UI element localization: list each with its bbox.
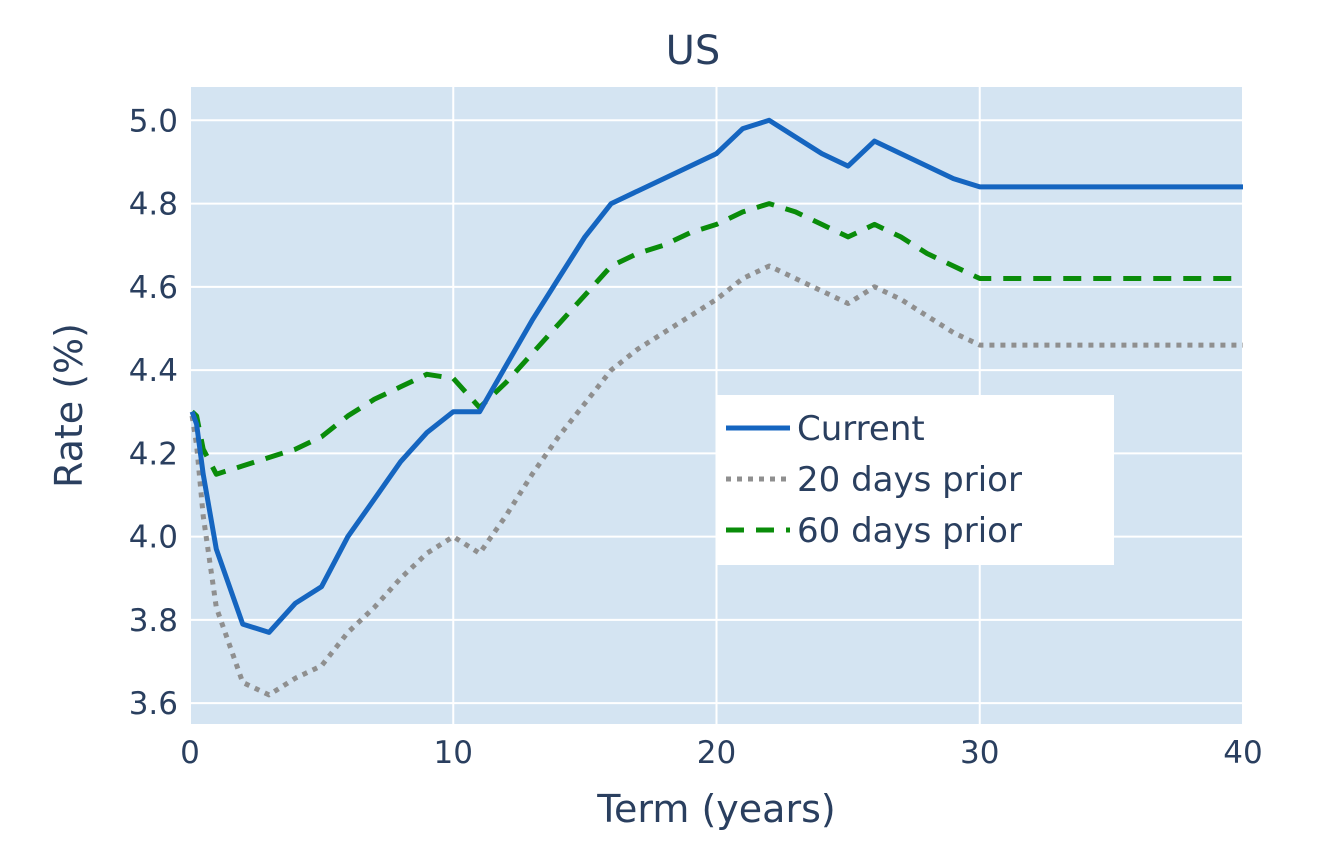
legend-label: Current [797, 409, 925, 449]
y-tick-label: 5.0 [129, 103, 178, 139]
x-axis-title: Term (years) [596, 787, 835, 831]
x-tick-label: 20 [697, 735, 736, 771]
tick-labels: 0 10 20 30 40 3.6 3.8 4.0 4.2 4.4 4.6 4.8 5.0 [129, 103, 1263, 771]
series-line-20-days-prior [189, 263, 1243, 698]
x-tick-label: 40 [1223, 735, 1262, 771]
series-line-current [189, 117, 1243, 635]
legend-label: 60 days prior [797, 511, 1022, 551]
x-tick-label: 30 [960, 735, 999, 771]
y-tick-label: 3.8 [129, 603, 178, 639]
y-tick-label: 4.4 [129, 353, 178, 389]
y-tick-label: 4.8 [129, 187, 178, 223]
y-tick-label: 4.0 [129, 520, 178, 556]
x-tick-label: 10 [434, 735, 473, 771]
x-tick-label: 0 [180, 735, 200, 771]
legend-label: 20 days prior [797, 460, 1022, 500]
legend: Current 20 days prior 60 days prior [716, 395, 1114, 565]
y-tick-label: 4.2 [129, 436, 178, 472]
series-line-60-days-prior [190, 201, 1243, 477]
chart-title: US [666, 28, 721, 74]
y-tick-label: 3.6 [129, 686, 178, 722]
y-axis-title: Rate (%) [47, 323, 91, 488]
series-layer [189, 117, 1243, 698]
y-tick-label: 4.6 [129, 270, 178, 306]
